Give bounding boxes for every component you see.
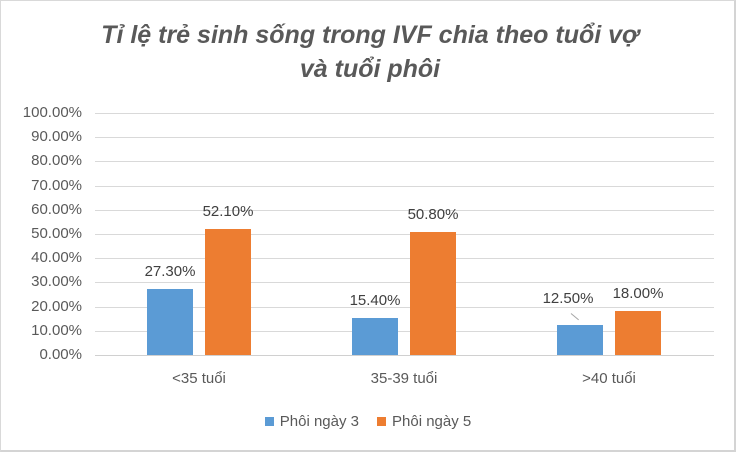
y-tick-label: 90.00%	[31, 128, 82, 145]
y-tick-label: 100.00%	[22, 104, 82, 121]
gridline	[95, 161, 714, 162]
gridline	[95, 113, 714, 114]
x-category-label: <35 tuổi	[172, 370, 226, 387]
data-label: 27.30%	[144, 263, 196, 280]
gridline	[95, 210, 714, 211]
data-label: 12.50%	[542, 290, 594, 307]
chart-title-line-1: Tỉ lệ trẻ sinh sống trong IVF chia theo …	[101, 21, 639, 49]
x-category-label: >40 tuổi	[582, 370, 636, 387]
bar-day3	[352, 318, 398, 355]
gridline	[95, 234, 714, 235]
y-tick-label: 60.00%	[31, 201, 82, 218]
bar-day3	[557, 325, 603, 355]
bar-day3	[147, 289, 193, 355]
data-label: 52.10%	[202, 203, 254, 220]
data-label: 15.40%	[349, 292, 401, 309]
gridline	[95, 307, 714, 308]
gridline	[95, 282, 714, 283]
y-tick-label: 50.00%	[31, 225, 82, 242]
bar-day5	[205, 229, 251, 355]
bar-day5	[615, 311, 661, 355]
chart-title-line-2: và tuổi phôi	[299, 55, 441, 83]
gridline	[95, 137, 714, 138]
data-label: 18.00%	[612, 285, 664, 302]
legend-swatch-day5	[377, 417, 386, 426]
legend-swatch-day3	[264, 417, 274, 426]
y-tick-label: 10.00%	[31, 322, 82, 339]
gridline	[95, 258, 714, 259]
y-tick-label: 40.00%	[31, 249, 82, 266]
y-tick-label: 20.00%	[31, 298, 82, 315]
legend-label-day5: Phôi ngày 5	[392, 413, 472, 430]
legend-label-day3: Phôi ngày 3	[279, 413, 359, 430]
gridline	[95, 331, 714, 332]
legend-item-day5: Phôi ngày 5	[377, 413, 471, 430]
gridline	[95, 186, 714, 187]
x-category-label: 35-39 tuổi	[370, 370, 438, 387]
y-tick-label: 80.00%	[31, 152, 82, 169]
y-tick-label: 0.00%	[39, 346, 82, 363]
y-tick-label: 30.00%	[31, 273, 82, 290]
gridline	[95, 355, 714, 356]
bar-day5	[410, 232, 456, 355]
legend-item-day3: Phôi ngày 3	[264, 413, 359, 430]
y-tick-label: 70.00%	[31, 177, 82, 194]
data-label: 50.80%	[407, 206, 459, 223]
chart-title: Tỉ lệ trẻ sinh sống trong IVF chia theo …	[60, 18, 680, 86]
chart-legend: Phôi ngày 3 Phôi ngày 5	[0, 413, 736, 430]
